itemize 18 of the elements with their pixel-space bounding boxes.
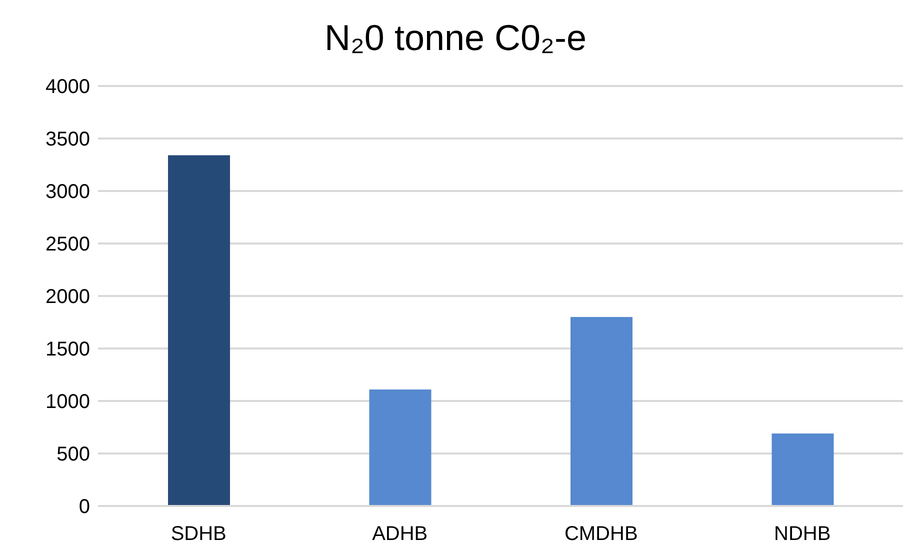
y-tick-label: 4000 (46, 76, 90, 98)
bar (570, 317, 632, 506)
bar (369, 389, 432, 506)
x-tick-label: CMDHB (564, 523, 638, 546)
y-tick-label: 3500 (46, 128, 90, 151)
x-tick-label: ADHB (372, 523, 428, 546)
x-tick-label: SDHB (170, 523, 226, 546)
bar (772, 434, 834, 506)
y-tick-label: 3000 (46, 181, 90, 204)
chart-title: N₂0 tonne C0₂-e (323, 16, 588, 60)
bar (168, 155, 230, 506)
y-tick-label: 500 (56, 444, 90, 466)
y-tick-label: 2000 (46, 286, 90, 308)
y-tick-label: 1000 (46, 391, 90, 414)
x-tick-label: NDHB (774, 523, 831, 546)
y-tick-label: 2500 (46, 234, 90, 256)
y-tick-label: 1500 (46, 338, 90, 361)
y-tick-label: 0 (78, 496, 90, 518)
